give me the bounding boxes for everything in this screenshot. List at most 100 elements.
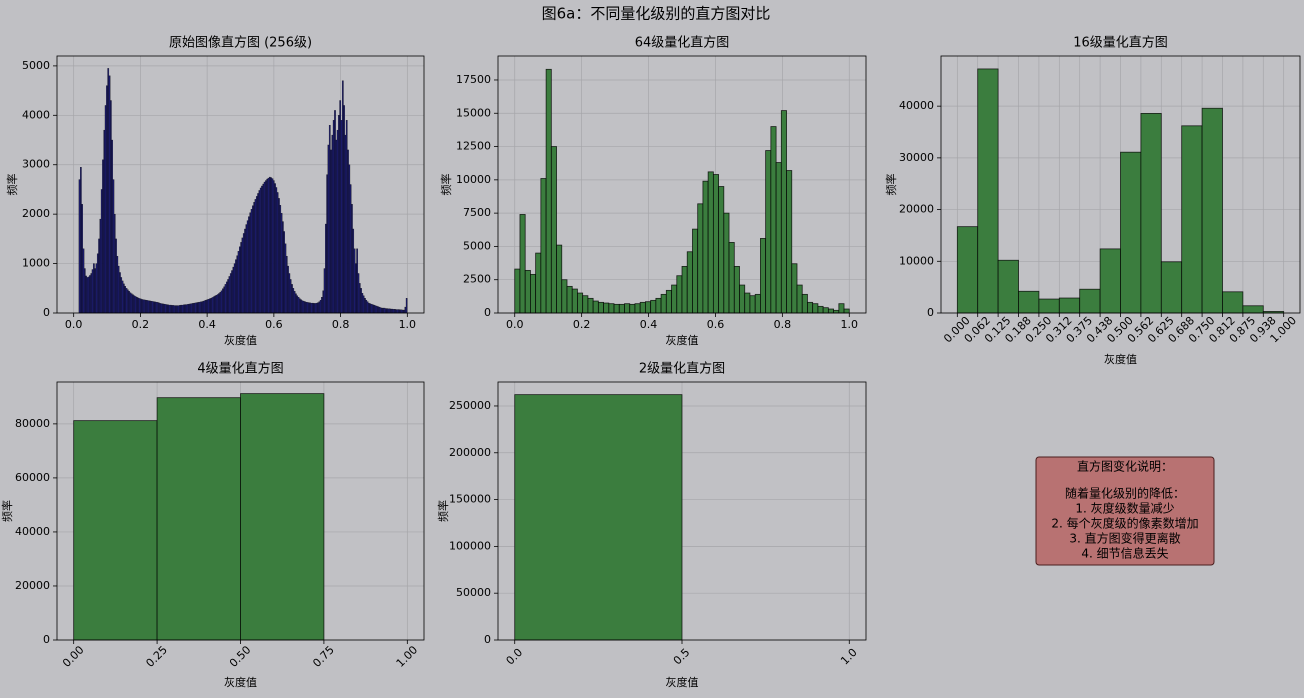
histogram-bar: [371, 304, 374, 314]
histogram-bar: [309, 302, 312, 314]
histogram-bar: [392, 309, 395, 314]
histogram-bar: [535, 252, 542, 314]
histogram-bar: [287, 265, 289, 314]
histogram-bar: [103, 129, 106, 314]
subplot-title: 4级量化直方图: [197, 361, 283, 377]
histogram-bar: [206, 299, 209, 314]
histogram-bar: [82, 248, 85, 314]
note-line: 4. 细节信息丢失: [1081, 546, 1168, 561]
x-tick-label: 0.2: [573, 318, 591, 331]
histogram-bar: [223, 286, 226, 314]
histogram-bar: [365, 299, 368, 314]
histogram-bar: [712, 174, 719, 314]
histogram-bar: [220, 290, 223, 314]
y-axis-label: 频率: [436, 500, 450, 522]
x-tick-label: 0.4: [640, 318, 658, 331]
x-tick-label: 0.4: [198, 318, 216, 331]
histogram-bar: [166, 304, 168, 314]
histogram-bar: [188, 303, 190, 314]
histogram-bar: [259, 187, 262, 314]
histogram-bar: [274, 183, 276, 314]
x-tick-label: 1.0: [841, 318, 859, 331]
histogram-bar: [356, 248, 358, 314]
histogram-bar: [561, 279, 568, 314]
histogram-bar: [733, 265, 740, 314]
histogram-bar: [325, 223, 327, 314]
note-line: 1. 灰度级数量减少: [1075, 501, 1174, 516]
histogram-bar: [228, 276, 231, 314]
x-tick-label: 0.00: [60, 643, 87, 670]
histogram-bar: [164, 304, 167, 314]
histogram-bar: [124, 286, 127, 314]
histogram-bar: [822, 307, 829, 314]
histogram-bar: [347, 149, 349, 314]
histogram-bar: [707, 171, 714, 314]
histogram-bar: [265, 180, 267, 314]
histogram-bar: [313, 303, 315, 314]
histogram-bar: [160, 303, 163, 314]
histogram-bar: [780, 110, 787, 314]
histogram-bar: [514, 394, 683, 641]
histogram-bar: [129, 292, 132, 314]
histogram-bar: [351, 204, 353, 314]
histogram-bar: [203, 300, 206, 314]
histogram-bar: [655, 297, 662, 314]
histogram-bar: [162, 303, 164, 314]
histogram-bar: [254, 199, 257, 314]
histogram-bar: [334, 110, 336, 314]
histogram-bar: [179, 305, 181, 314]
y-tick-label: 150000: [449, 493, 491, 506]
histogram-bar: [285, 255, 288, 314]
histogram-bar: [304, 301, 306, 314]
histogram-bar: [279, 205, 282, 314]
x-axis-label: 灰度值: [666, 333, 699, 347]
histogram-bar: [540, 178, 547, 314]
histogram-bar: [358, 283, 361, 314]
histogram-bar: [343, 105, 345, 314]
histogram-bar: [1018, 290, 1040, 314]
histogram-bar: [603, 302, 610, 314]
histogram-bar: [977, 68, 999, 314]
histogram-bar: [283, 231, 285, 314]
histogram-bar: [167, 304, 170, 314]
histogram-bar: [275, 187, 278, 314]
histogram-bar: [368, 302, 370, 314]
plot-frame: [940, 55, 1301, 314]
histogram-bar: [997, 259, 1019, 314]
histogram-bar: [702, 180, 709, 314]
histogram-bar: [401, 309, 404, 314]
y-tick-label: 0: [43, 633, 50, 646]
subplot-title: 64级量化直方图: [635, 35, 730, 51]
histogram-bar: [128, 291, 130, 314]
histogram-bar: [728, 242, 735, 314]
histogram-bar: [374, 305, 377, 314]
histogram-bar: [248, 216, 250, 314]
histogram-bar: [258, 190, 261, 314]
histogram-bar: [237, 251, 240, 314]
x-tick-label: 0.75: [310, 643, 337, 670]
histogram-bar: [298, 298, 301, 314]
histogram-bar: [150, 300, 153, 314]
subplot: 0 1000 2000 3000 4000 5000 0.0 0.2 0.4 0.6 0.8 1.0 原…: [5, 35, 425, 347]
histogram-bar: [796, 284, 803, 314]
histogram-bar: [78, 179, 81, 314]
y-tick-label: 100000: [449, 539, 491, 552]
histogram-bar: [301, 300, 304, 314]
histogram-bar: [360, 288, 362, 314]
histogram-bar: [314, 303, 317, 314]
histogram-bar: [249, 212, 252, 314]
histogram-bar: [629, 303, 636, 314]
histogram-bar: [202, 300, 205, 314]
x-tick-label: 0.25: [143, 643, 170, 670]
histogram-bar: [262, 183, 265, 314]
histogram-bar: [364, 297, 366, 314]
histogram-bar: [99, 218, 102, 314]
histogram-bar: [344, 134, 347, 314]
histogram-bar: [749, 295, 756, 314]
histogram-bar: [395, 309, 398, 314]
histogram-bar: [390, 308, 392, 314]
histogram-bar: [665, 289, 672, 314]
y-tick-label: 50000: [456, 586, 491, 599]
x-tick-label: 0.50: [227, 643, 254, 670]
histogram-bar: [556, 244, 563, 314]
